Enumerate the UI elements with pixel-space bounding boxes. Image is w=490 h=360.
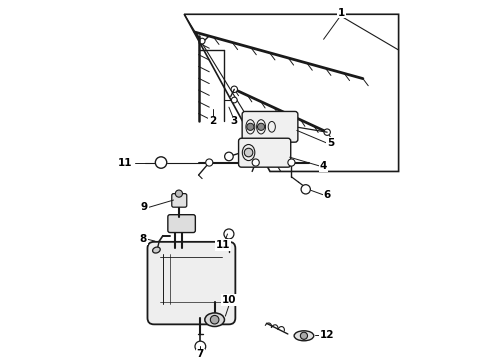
Text: 11: 11 — [216, 240, 230, 250]
Text: 7: 7 — [196, 349, 204, 359]
Ellipse shape — [205, 313, 224, 327]
Circle shape — [224, 229, 234, 239]
Text: 8: 8 — [140, 234, 147, 244]
FancyBboxPatch shape — [147, 242, 235, 324]
Circle shape — [231, 86, 238, 93]
Text: 1: 1 — [338, 8, 345, 18]
Circle shape — [245, 148, 253, 157]
FancyBboxPatch shape — [242, 112, 298, 142]
FancyBboxPatch shape — [172, 194, 187, 207]
Text: 6: 6 — [323, 190, 331, 200]
Circle shape — [258, 123, 265, 130]
Circle shape — [231, 97, 237, 103]
Ellipse shape — [294, 331, 314, 341]
Circle shape — [206, 159, 213, 166]
Ellipse shape — [152, 247, 160, 253]
Text: 2: 2 — [209, 116, 217, 126]
Circle shape — [300, 332, 308, 339]
Text: 4: 4 — [320, 161, 327, 171]
Circle shape — [247, 123, 254, 130]
Circle shape — [175, 190, 182, 197]
Text: 12: 12 — [320, 330, 334, 340]
Circle shape — [210, 315, 219, 324]
Circle shape — [224, 152, 233, 161]
Text: 11: 11 — [118, 158, 133, 167]
Text: 5: 5 — [327, 138, 334, 148]
FancyBboxPatch shape — [239, 138, 291, 167]
Circle shape — [301, 185, 310, 194]
Circle shape — [195, 341, 206, 352]
Circle shape — [155, 157, 167, 168]
FancyBboxPatch shape — [168, 215, 196, 233]
Text: 3: 3 — [230, 116, 237, 126]
Circle shape — [252, 159, 259, 166]
Circle shape — [199, 38, 205, 44]
Text: 10: 10 — [221, 295, 236, 305]
Circle shape — [288, 159, 295, 166]
Text: 9: 9 — [141, 202, 148, 212]
Circle shape — [324, 129, 330, 135]
